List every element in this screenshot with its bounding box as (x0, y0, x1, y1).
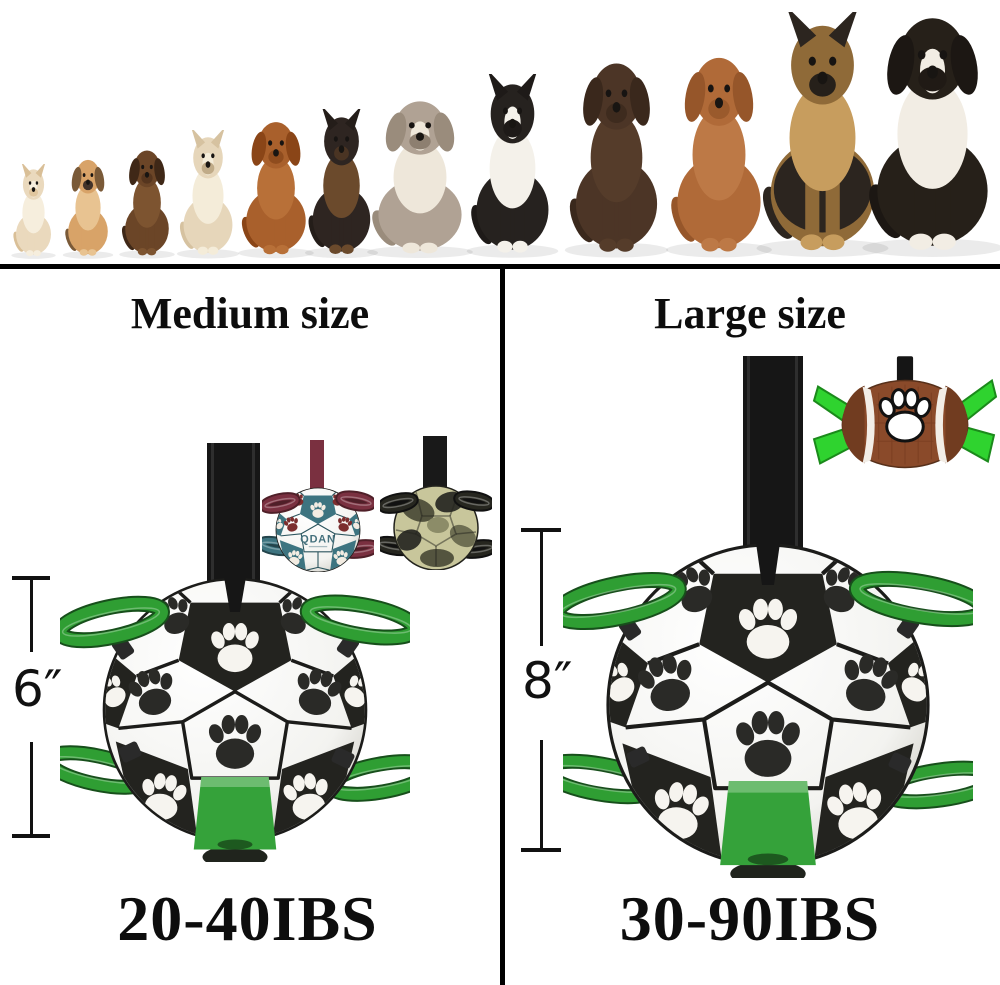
dog-breed-lineup-photo (0, 0, 1000, 264)
dog-cavalier-spaniel (231, 114, 321, 260)
svg-text:QDAN: QDAN (300, 534, 335, 546)
dog-vizsla (656, 46, 782, 260)
dog-german-shepherd (744, 6, 901, 260)
dog-miniature-pinscher (298, 105, 385, 260)
dog-chihuahua (7, 161, 60, 260)
measure-line (540, 532, 543, 646)
measure-line (540, 740, 543, 848)
dog-dachshund (114, 144, 180, 260)
large-size-value: 8″ (522, 652, 573, 710)
measure-line (30, 580, 33, 652)
vertical-divider (500, 269, 505, 985)
measure-cap (521, 528, 561, 532)
medium-height-measurement: 6″ (10, 576, 76, 838)
measure-cap (521, 848, 561, 852)
dog-puggle (58, 154, 118, 260)
medium-soccer-ball-photo (40, 430, 438, 869)
large-size-title: Large size (654, 289, 846, 338)
football-toy-thumbnail (812, 352, 998, 494)
horizontal-divider (0, 264, 1000, 269)
large-height-measurement: 8″ (518, 528, 588, 852)
measure-cap (12, 834, 50, 838)
measure-line (30, 742, 33, 834)
dog-border-collie (458, 69, 567, 260)
dog-french-bulldog (171, 126, 245, 260)
dog-bernese-mountain-dog (849, 4, 1000, 260)
dog-bulldog (357, 92, 483, 260)
medium-weight-range: 20-40IBS (117, 883, 378, 954)
medium-size-value: 6″ (12, 660, 63, 718)
large-weight-range: 30-90IBS (619, 883, 881, 954)
measure-cap (12, 576, 50, 580)
camo-soccer-ball-thumbnail (374, 434, 498, 571)
large-soccer-ball-photo (537, 348, 1000, 887)
dog-chocolate-labrador (555, 52, 678, 260)
medium-size-title: Medium size (130, 289, 370, 338)
